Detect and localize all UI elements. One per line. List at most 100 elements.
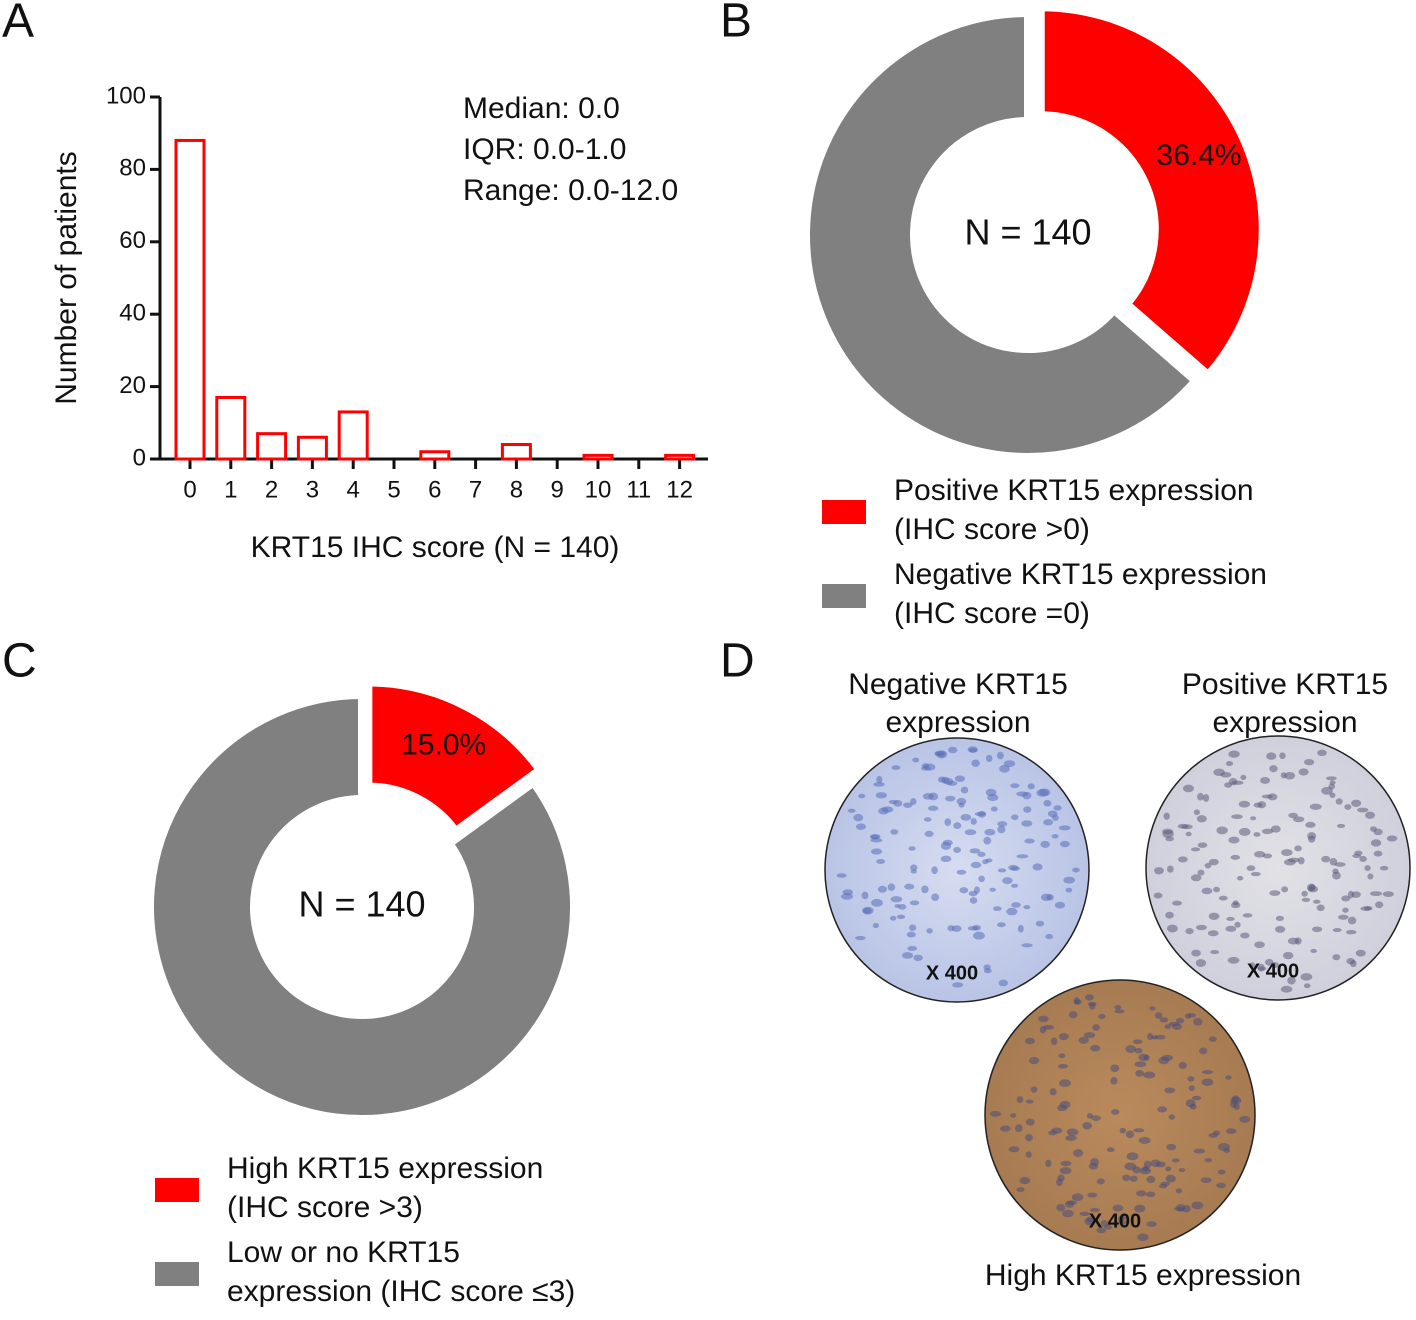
cell bbox=[1025, 1133, 1033, 1142]
cell bbox=[1154, 867, 1164, 875]
cell bbox=[1373, 850, 1383, 857]
cell bbox=[1297, 856, 1305, 865]
center-label: N = 140 bbox=[298, 884, 425, 925]
cell bbox=[1038, 1015, 1049, 1023]
cell bbox=[888, 799, 898, 804]
cell bbox=[1024, 838, 1035, 844]
cell bbox=[1066, 1128, 1079, 1136]
cell bbox=[954, 775, 965, 782]
cell bbox=[1262, 853, 1273, 859]
cell bbox=[1288, 812, 1298, 819]
x-tick-label: 3 bbox=[306, 476, 319, 503]
cell bbox=[894, 903, 901, 909]
cell bbox=[1329, 792, 1336, 798]
cell bbox=[1162, 830, 1174, 838]
cell bbox=[1098, 1013, 1106, 1019]
cell bbox=[855, 936, 866, 941]
cell bbox=[1002, 877, 1013, 885]
cell bbox=[1301, 897, 1311, 902]
cell bbox=[1137, 1233, 1149, 1242]
cell bbox=[1193, 809, 1201, 816]
cell bbox=[1025, 1151, 1032, 1158]
cell bbox=[948, 746, 958, 754]
value-label: 36.4% bbox=[1157, 139, 1242, 172]
cell bbox=[952, 982, 964, 988]
cell bbox=[1218, 895, 1228, 901]
cell bbox=[1334, 862, 1346, 867]
cell bbox=[1332, 928, 1342, 933]
cell bbox=[1335, 798, 1343, 805]
cell bbox=[1129, 1175, 1138, 1182]
cell bbox=[945, 795, 956, 802]
cell bbox=[927, 805, 939, 811]
cell bbox=[960, 813, 972, 821]
cell bbox=[1238, 827, 1251, 836]
cell bbox=[1150, 1159, 1161, 1168]
cell bbox=[1168, 1114, 1176, 1120]
legend-label: Negative KRT15 expression bbox=[894, 558, 1267, 591]
cell bbox=[1298, 768, 1309, 776]
cell bbox=[1260, 777, 1271, 784]
cell bbox=[907, 946, 918, 951]
cell bbox=[1266, 752, 1277, 760]
cell bbox=[1354, 850, 1363, 856]
cell bbox=[1171, 1158, 1180, 1163]
cell bbox=[1049, 1088, 1057, 1096]
cell bbox=[990, 806, 998, 812]
cell bbox=[1153, 892, 1163, 899]
cell bbox=[1062, 1209, 1074, 1218]
cell bbox=[1250, 816, 1257, 821]
cell bbox=[1185, 928, 1194, 935]
cell bbox=[1341, 895, 1351, 902]
cell bbox=[1228, 836, 1240, 844]
y-axis-label: Number of patients bbox=[50, 151, 83, 404]
cell bbox=[1257, 801, 1266, 809]
cell bbox=[1201, 1078, 1214, 1087]
cell bbox=[1193, 1148, 1206, 1154]
cell bbox=[1008, 1146, 1020, 1153]
cell bbox=[1213, 886, 1220, 893]
cell bbox=[1373, 828, 1383, 836]
cell bbox=[1147, 1032, 1154, 1041]
cell bbox=[1143, 1071, 1156, 1079]
cell bbox=[1306, 883, 1316, 892]
cell bbox=[1191, 1201, 1204, 1210]
cell bbox=[1117, 1215, 1125, 1223]
cell bbox=[870, 838, 883, 843]
cell bbox=[1036, 788, 1049, 797]
legend-swatch bbox=[155, 1262, 199, 1286]
cell bbox=[1157, 1106, 1168, 1113]
cell bbox=[1028, 1056, 1040, 1065]
cell bbox=[1201, 887, 1213, 895]
cell bbox=[1025, 1118, 1035, 1126]
cell bbox=[1193, 1018, 1203, 1026]
cell bbox=[890, 915, 897, 921]
legend-label: (IHC score >0) bbox=[894, 513, 1090, 546]
legend-swatch bbox=[822, 584, 866, 608]
cell bbox=[910, 864, 918, 871]
cell bbox=[1060, 1160, 1072, 1167]
cell bbox=[1166, 924, 1178, 933]
cell bbox=[1197, 842, 1208, 848]
cell bbox=[1207, 930, 1219, 937]
cell bbox=[1225, 1075, 1232, 1080]
cell bbox=[1166, 865, 1174, 873]
cell bbox=[913, 954, 923, 962]
cell bbox=[928, 792, 939, 801]
cell bbox=[1242, 913, 1253, 918]
cell bbox=[1164, 1087, 1176, 1094]
cell bbox=[1043, 799, 1052, 807]
cell bbox=[901, 952, 914, 959]
cell bbox=[1310, 948, 1317, 953]
cell bbox=[951, 925, 962, 932]
cell bbox=[1196, 792, 1204, 801]
bar bbox=[256, 432, 288, 461]
cell bbox=[1100, 1220, 1109, 1227]
cell bbox=[1225, 925, 1237, 932]
cell bbox=[1254, 941, 1265, 949]
cell bbox=[876, 775, 883, 784]
cell bbox=[1058, 825, 1071, 831]
cell bbox=[1274, 925, 1286, 933]
cell bbox=[1347, 916, 1357, 925]
cell bbox=[996, 922, 1006, 928]
